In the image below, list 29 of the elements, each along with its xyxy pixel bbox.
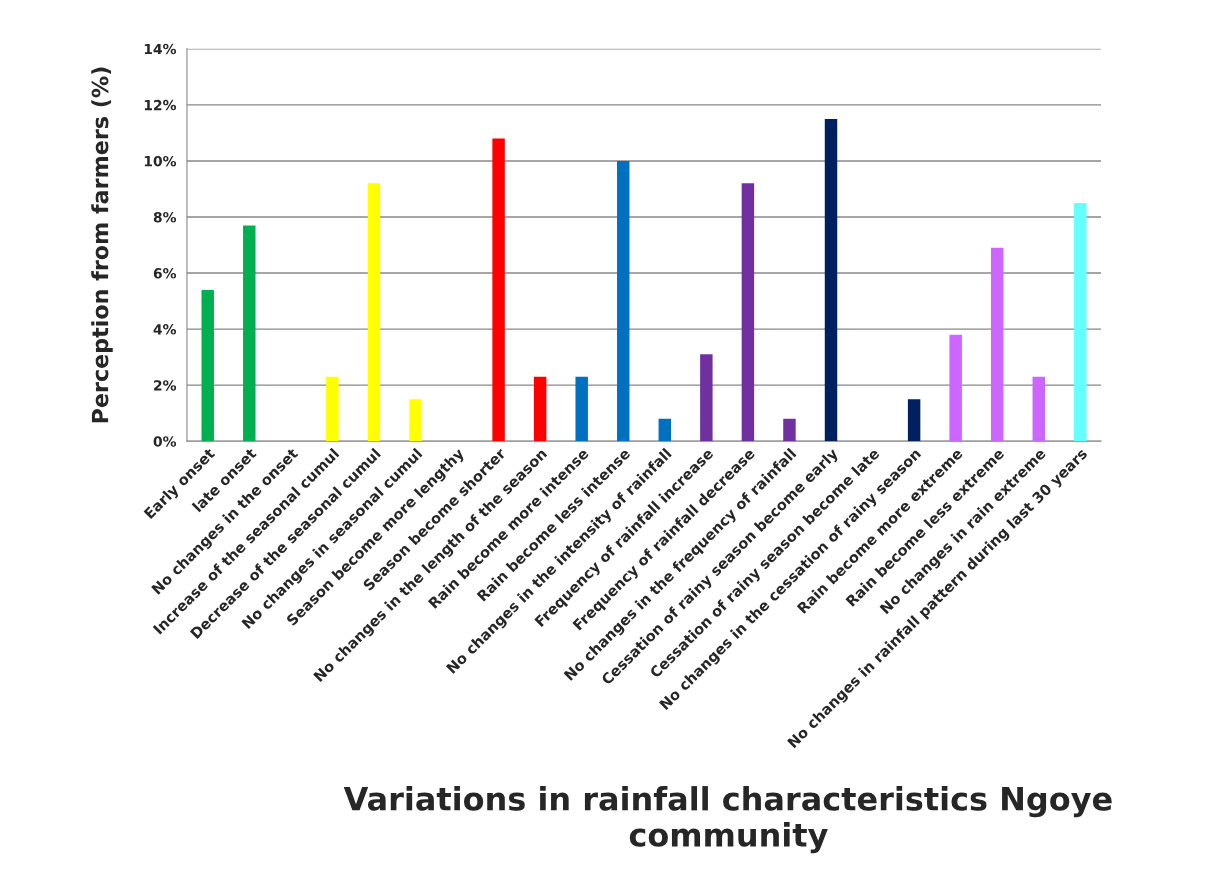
bar [575, 376, 588, 442]
y-tick-label: 0% [153, 436, 177, 447]
y-tick-label: 8% [153, 211, 177, 223]
y-tick-label: 4% [153, 324, 177, 335]
bar [201, 289, 214, 442]
bar [492, 138, 505, 442]
y-tick-label: 14% [144, 43, 177, 55]
bar [700, 354, 713, 442]
bar [990, 247, 1004, 442]
y-tick-label: 6% [153, 268, 177, 279]
y-tick-label: 10% [144, 155, 177, 167]
bar [533, 376, 547, 442]
bar [617, 160, 630, 442]
bar [741, 183, 755, 442]
bar [243, 225, 256, 442]
y-tick-label: 2% [154, 380, 177, 391]
bar [824, 118, 838, 442]
y-tick-label: 12% [144, 99, 177, 111]
bar [326, 376, 339, 442]
bar [658, 418, 672, 442]
bar [783, 418, 796, 442]
bar [907, 399, 921, 442]
bar [367, 183, 381, 442]
bar [409, 399, 422, 442]
bar [1074, 202, 1087, 442]
x-axis-title: Variations in rainfall characteristics Ngoye community [343, 786, 1112, 854]
y-axis-title: Perception from farmers (%) [91, 67, 113, 423]
bar [949, 334, 962, 442]
bar [1032, 376, 1045, 442]
